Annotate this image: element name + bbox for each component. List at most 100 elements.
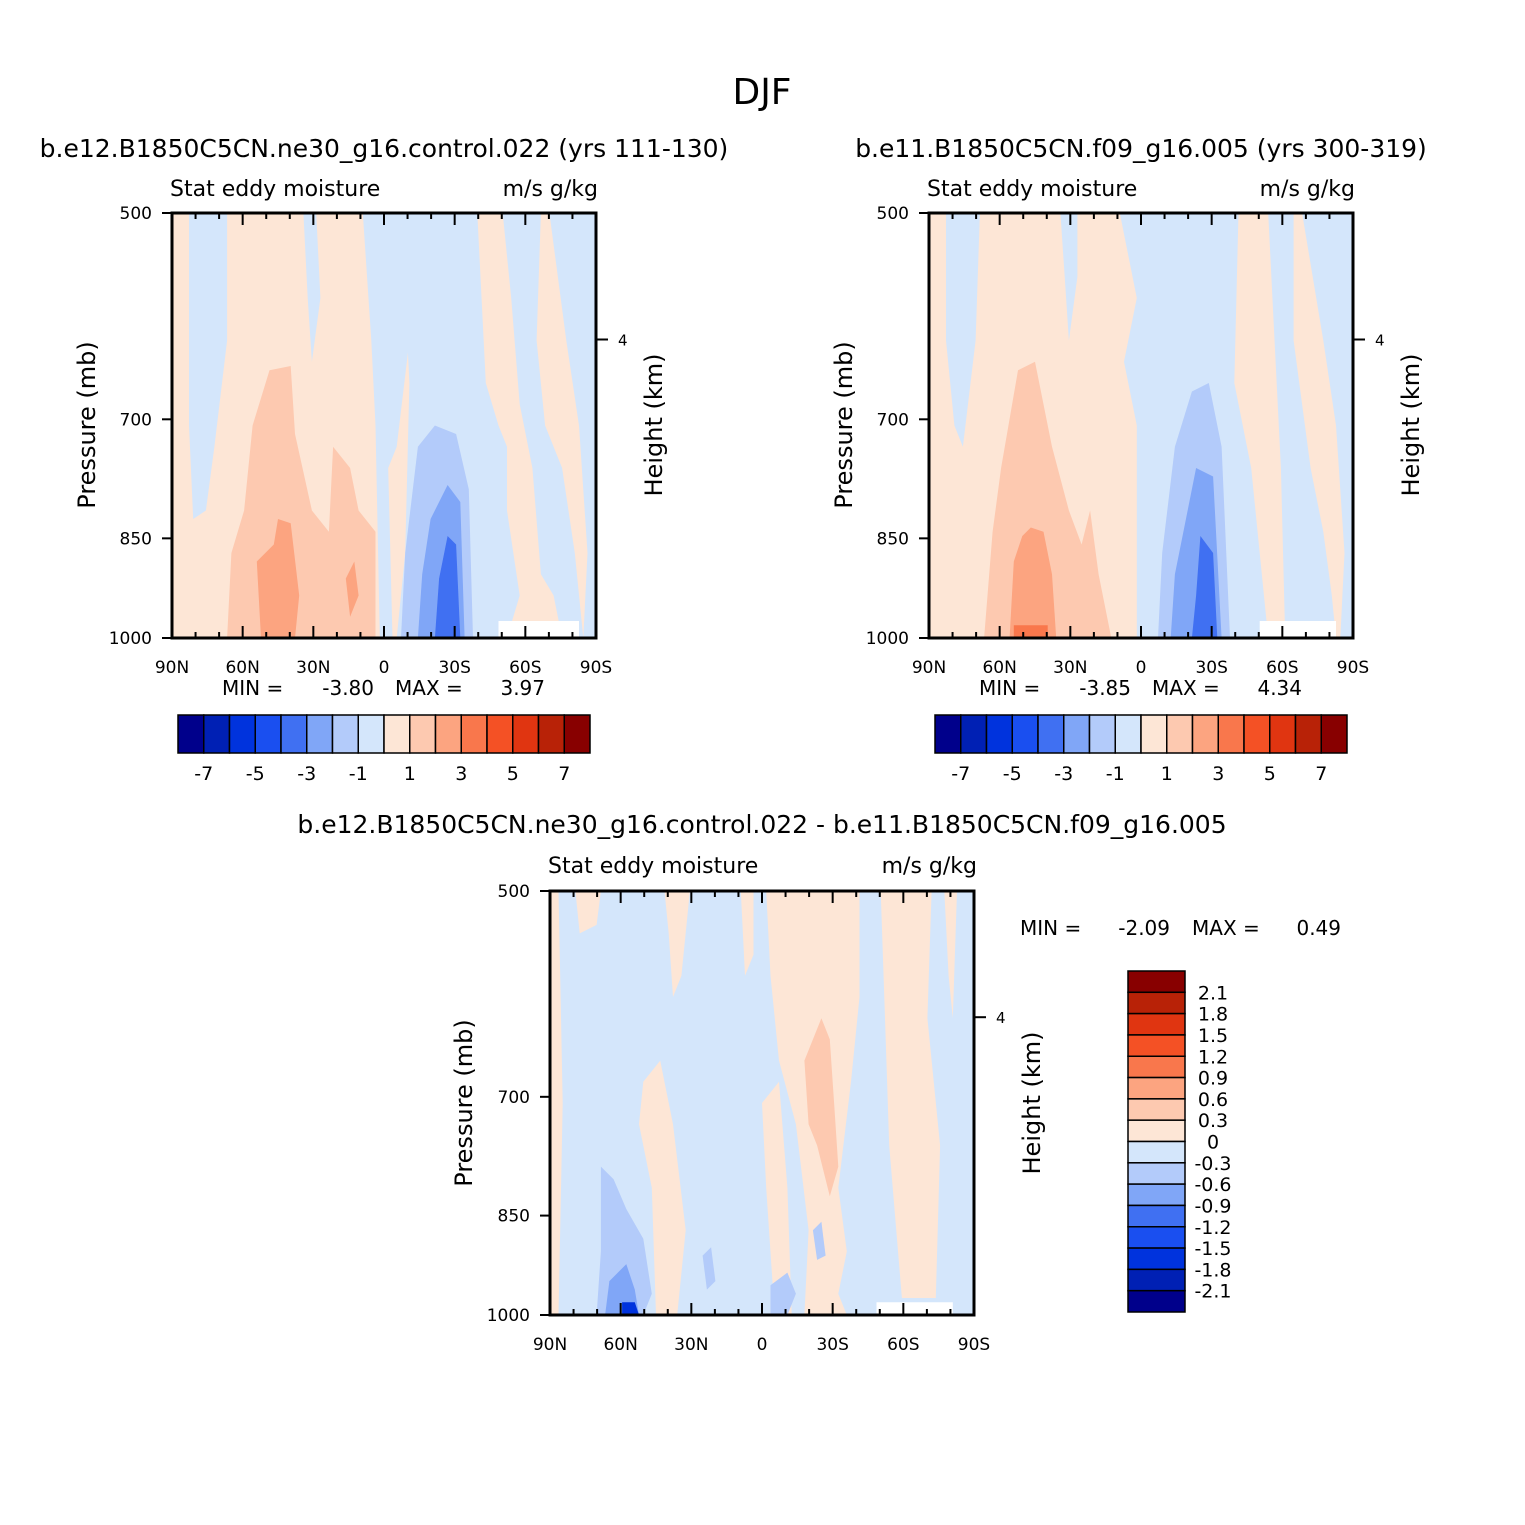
- colorbar-swatch: [1127, 1012, 1186, 1036]
- colorbar-swatch: [1127, 1076, 1186, 1100]
- colorbar-swatch: [563, 714, 591, 754]
- x-tick-label: 0: [379, 658, 390, 678]
- colorbar-swatch: [1127, 1119, 1186, 1143]
- colorbar-label: -0.6: [1194, 1174, 1231, 1196]
- x-tick-label: 30S: [1195, 658, 1227, 678]
- max-value: 3.97: [500, 676, 545, 700]
- colorbar-label: 5: [1264, 763, 1276, 785]
- contour-region: [1268, 213, 1336, 638]
- contour-region: [944, 891, 957, 1019]
- colorbar-swatch: [1127, 1289, 1186, 1313]
- min-label: MIN =: [1020, 916, 1081, 940]
- plot-field: [550, 891, 974, 1315]
- x-tick-label: 30N: [1053, 658, 1087, 678]
- min-label: MIN =: [979, 676, 1040, 700]
- colorbar-label: -1.5: [1194, 1238, 1231, 1260]
- colorbar-label: 0.6: [1198, 1089, 1228, 1111]
- x-tick-label: 60S: [1266, 658, 1298, 678]
- colorbar-label: 2.1: [1198, 982, 1228, 1004]
- contour-region: [740, 891, 754, 976]
- colorbar-swatch: [1037, 714, 1065, 754]
- contour-region: [664, 891, 690, 997]
- colorbar-label: 1.8: [1198, 1004, 1228, 1026]
- colorbar-swatch: [486, 714, 514, 754]
- panel-subtitle-right: m/s g/kg: [1260, 177, 1355, 202]
- colorbar-swatch: [1127, 1268, 1186, 1292]
- colorbar-swatch: [1294, 714, 1322, 754]
- colorbar-label: -1: [349, 763, 368, 785]
- y-axis-label: Pressure (mb): [830, 341, 858, 508]
- colorbar-swatch: [1127, 1034, 1186, 1057]
- contour-region: [804, 1018, 839, 1197]
- colorbar: -7 -5 -3 -1 1 3 5 7: [177, 714, 591, 785]
- x-tick-label: 90S: [958, 1335, 990, 1355]
- colorbar-swatch: [460, 714, 488, 754]
- colorbar-label: 3: [1212, 763, 1224, 785]
- colorbar-label: 1: [1161, 763, 1173, 785]
- colorbar-label: -1.2: [1194, 1217, 1231, 1239]
- y-right-tick-label: 4: [618, 331, 628, 349]
- contour-region: [362, 213, 410, 638]
- colorbar-label: -7: [951, 763, 970, 785]
- colorbar-swatch: [1127, 1162, 1186, 1185]
- x-tick-label: 60N: [603, 1335, 637, 1355]
- colorbar-swatch: [985, 714, 1013, 754]
- colorbar-swatch: [1127, 970, 1186, 994]
- contour-region: [1302, 213, 1353, 638]
- min-value: -3.80: [322, 676, 374, 700]
- contour-region: [770, 1272, 796, 1315]
- colorbar-swatch: [1127, 1247, 1186, 1271]
- y-tick-label: 850: [120, 529, 152, 549]
- y-tick-label: 850: [498, 1207, 530, 1227]
- colorbar-label: -2.1: [1194, 1281, 1231, 1303]
- colorbar-swatch: [1127, 1140, 1186, 1164]
- panel-reference: b.e11.B1850C5CN.f09_g16.005 (yrs 300-319…: [830, 134, 1427, 785]
- axis-ticks: 90N 60N 30N 0 30S 60S 90S 500 700 850 1000 4: [109, 204, 628, 678]
- y-right-axis-label: Height (km): [640, 354, 668, 497]
- y-tick-label: 700: [120, 410, 152, 430]
- panel-subtitle-left: Stat eddy moisture: [170, 177, 380, 202]
- contour-region: [575, 891, 601, 934]
- colorbar-label: -3: [297, 763, 316, 785]
- x-tick-label: 60S: [509, 658, 541, 678]
- colorbar-label: -3: [1054, 763, 1073, 785]
- x-tick-label: 30S: [438, 658, 470, 678]
- colorbar-label: 0: [1207, 1132, 1219, 1154]
- contour-region: [762, 1081, 792, 1315]
- colorbar-swatch: [934, 714, 962, 754]
- colorbar-label: -1.8: [1194, 1259, 1231, 1281]
- min-value: -3.85: [1079, 676, 1131, 700]
- contour-region: [1191, 536, 1218, 638]
- y-right-axis-label: Height (km): [1397, 354, 1425, 497]
- colorbar: -7 -5 -3 -1 1 3 5 7: [934, 714, 1348, 785]
- y-tick-label: 700: [877, 410, 909, 430]
- y-tick-label: 1000: [866, 629, 909, 649]
- colorbar-swatch: [1127, 1226, 1186, 1249]
- colorbar-label: 5: [507, 763, 519, 785]
- colorbar-label: 1.5: [1198, 1025, 1228, 1047]
- colorbar-label: -7: [194, 763, 213, 785]
- colorbar-swatch: [357, 714, 385, 754]
- y-tick-label: 1000: [487, 1306, 530, 1326]
- min-label: MIN =: [222, 676, 283, 700]
- colorbar-swatch: [331, 714, 359, 754]
- colorbar-label: -5: [246, 763, 265, 785]
- x-tick-label: 30N: [296, 658, 330, 678]
- contour-region: [189, 213, 228, 519]
- x-tick-label: 60N: [225, 658, 259, 678]
- panel-subtitle-left: Stat eddy moisture: [548, 854, 758, 879]
- contour-region: [256, 519, 300, 638]
- x-tick-label: 90N: [533, 1335, 567, 1355]
- y-right-axis-label: Height (km): [1018, 1032, 1046, 1175]
- x-tick-label: 90N: [912, 658, 946, 678]
- colorbar-swatch: [306, 714, 334, 754]
- contour-region: [1009, 527, 1057, 638]
- colorbar-label: -1: [1106, 763, 1125, 785]
- page-title: DJF: [732, 72, 791, 113]
- min-value: -2.09: [1118, 916, 1170, 940]
- contour-region: [876, 1302, 953, 1315]
- panel-subtitle-right: m/s g/kg: [503, 177, 598, 202]
- max-value: 4.34: [1257, 676, 1302, 700]
- contour-region: [434, 536, 461, 638]
